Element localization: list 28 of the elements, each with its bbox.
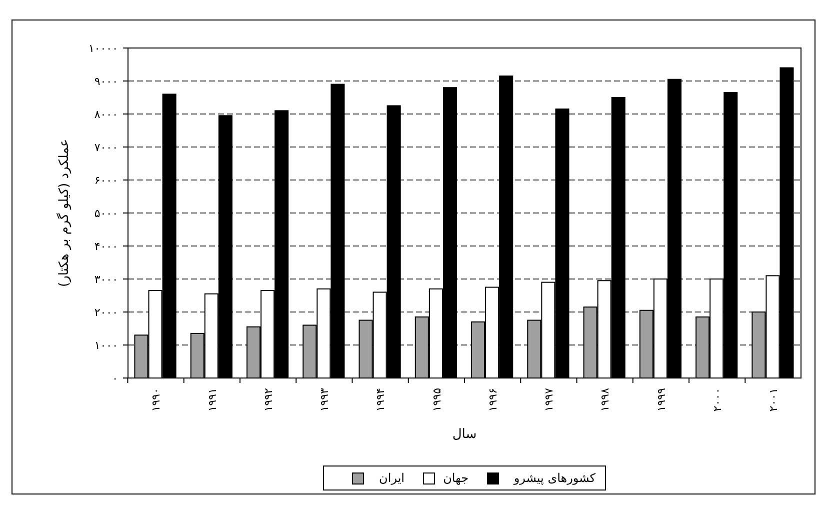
y-tick-label: ۲۰۰۰ [94, 306, 118, 319]
x-tick-label: ۱۹۹۴ [374, 388, 388, 412]
x-tick-label: ۱۹۹۲ [262, 388, 275, 412]
legend-label: ایران [379, 471, 404, 485]
x-tick-label: ۱۹۹۸ [598, 388, 612, 412]
x-tick-label: ۲۰۰۰ [710, 388, 724, 412]
x-tick-label: ۱۹۹۳ [318, 388, 332, 412]
x-tick-label: ۱۹۹۹ [654, 388, 668, 412]
x-tick-label: ۲۰۰۱ [767, 388, 780, 412]
y-tick-label: ۱۰۰۰۰ [88, 42, 118, 55]
y-tick-label: ۴۰۰۰ [94, 240, 118, 253]
x-axis-title: سال [452, 427, 477, 442]
y-tick-label: ۷۰۰۰ [94, 140, 118, 154]
y-tick-label: ۵۰۰۰ [94, 206, 118, 220]
x-tick-label: ۱۹۹۶ [486, 388, 500, 412]
x-tick-label: ۱۹۹۱ [206, 388, 219, 412]
legend-label: جهان [443, 471, 468, 485]
x-tick-label: ۱۹۹۰ [150, 388, 163, 412]
y-tick-label: ۶۰۰۰ [94, 174, 118, 187]
y-tick-label: ۱۰۰۰ [94, 338, 118, 352]
y-axis-title: عملکرد (کیلو گرم بر هکتار) [56, 139, 72, 287]
legend-label: کشورهای پیشرو [512, 471, 596, 485]
y-tick-label: ۸۰۰۰ [94, 108, 118, 121]
x-tick-label: ۱۹۹۷ [542, 388, 556, 412]
y-tick-label: ۳۰۰۰ [94, 272, 118, 286]
x-tick-label: ۱۹۹۵ [430, 388, 444, 412]
y-tick-label: ۹۰۰۰ [94, 74, 118, 88]
y-tick-label: ۰ [112, 372, 118, 385]
